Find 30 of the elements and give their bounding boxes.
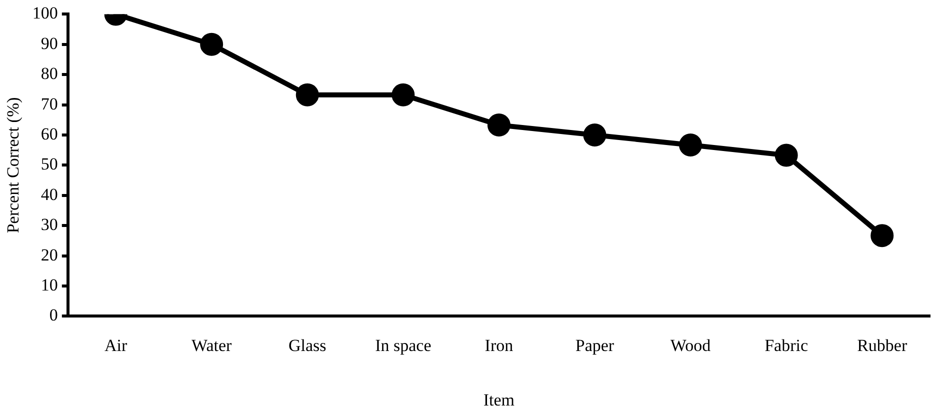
x-tick-label: Glass	[288, 336, 326, 355]
x-tick-label: Wood	[670, 336, 712, 355]
y-tick-label: 40	[40, 184, 58, 204]
y-axis-title: Percent Correct (%)	[4, 97, 23, 234]
x-tick-label: Fabric	[764, 336, 808, 355]
point	[679, 133, 702, 156]
y-tick-label: 30	[40, 215, 58, 234]
point	[870, 224, 894, 248]
point	[296, 83, 319, 106]
x-tick-label: Iron	[484, 336, 514, 355]
x-axis-title: Item	[483, 390, 515, 410]
y-tick-label: 50	[40, 154, 58, 174]
y-tick-label: 0	[49, 306, 58, 325]
y-tick-label: 20	[40, 245, 58, 264]
y-tick-label: 80	[40, 64, 58, 84]
y-tick-label: 100	[32, 4, 58, 23]
y-tick-label: 70	[40, 94, 58, 114]
x-tick-label: Paper	[575, 336, 614, 355]
point	[583, 124, 606, 146]
y-tick-label: 60	[40, 124, 58, 144]
x-tick-label: Air	[104, 336, 128, 355]
x-tick-label: In space	[375, 336, 432, 355]
x-tick-label: Rubber	[857, 336, 908, 355]
point	[487, 114, 510, 137]
x-tick-label: Water	[191, 336, 232, 355]
point	[200, 32, 224, 56]
y-tick-label: 10	[40, 275, 58, 294]
point	[392, 83, 415, 106]
point	[774, 144, 798, 167]
y-tick-label: 90	[40, 34, 58, 53]
